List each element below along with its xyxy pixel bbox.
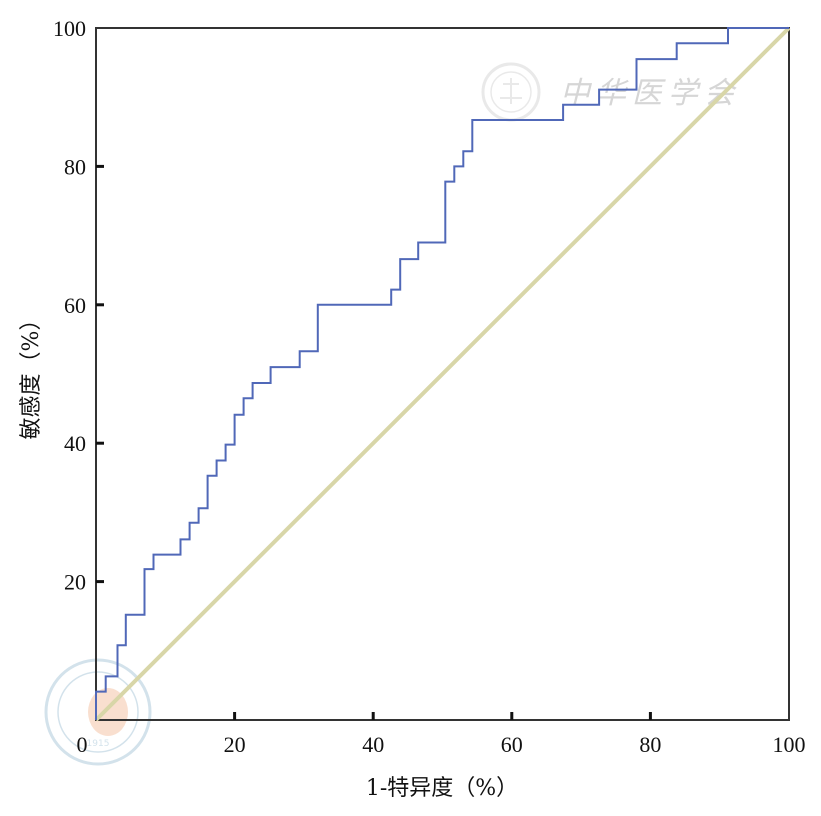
- reference-line: [94, 26, 791, 722]
- x-tick-label: 80: [639, 732, 661, 757]
- x-axis-title: 1-特异度（%）: [366, 776, 518, 801]
- plot-frame: [95, 27, 790, 721]
- x-tick-label: 0: [77, 732, 88, 757]
- x-tick-label: 60: [501, 732, 523, 757]
- y-tick-label: 100: [53, 16, 86, 41]
- x-tick-label: 20: [224, 732, 246, 757]
- axis-ticks: [96, 164, 652, 720]
- x-tick-label: 100: [773, 732, 806, 757]
- y-axis-title: 敏感度（%）: [19, 309, 44, 440]
- y-tick-label: 60: [64, 293, 86, 318]
- y-tick-label: 20: [64, 570, 86, 595]
- series-layer: [94, 26, 791, 722]
- roc-curve: [95, 27, 789, 720]
- watermark-seal-year: 1915: [87, 739, 110, 749]
- watermark-seal: 1915: [44, 658, 152, 766]
- axis-tick-labels: 0 20 40 60 80 100 20 40 60 80 100: [53, 16, 806, 757]
- watermark-seal-icon: [481, 62, 541, 122]
- watermark-top: 中华医学会: [481, 62, 734, 122]
- x-tick-label: 40: [362, 732, 384, 757]
- y-tick-label: 40: [64, 431, 86, 456]
- y-tick-label: 80: [64, 154, 86, 179]
